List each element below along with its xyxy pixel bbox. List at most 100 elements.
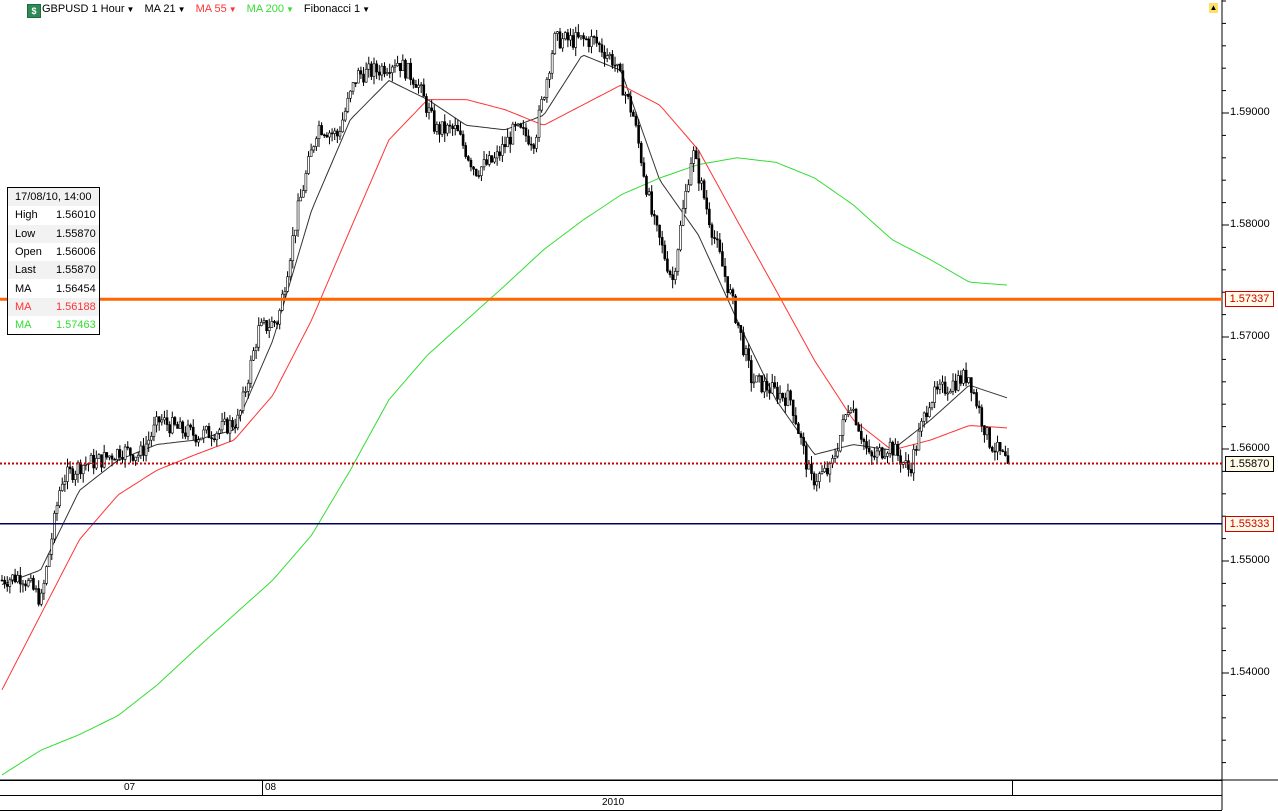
- candle: [584, 38, 588, 41]
- candle: [799, 433, 803, 438]
- candle: [207, 426, 211, 439]
- candle: [362, 73, 365, 83]
- candle: [144, 443, 148, 456]
- candle: [886, 452, 889, 457]
- level-price-label: 1.55333: [1225, 515, 1274, 532]
- candle: [34, 588, 38, 590]
- candle: [317, 125, 321, 139]
- candle: [527, 135, 530, 145]
- candle: [975, 392, 978, 407]
- candle: [459, 130, 462, 135]
- candle: [401, 59, 405, 72]
- candle: [679, 225, 682, 251]
- candle: [702, 180, 706, 199]
- candle: [419, 84, 423, 87]
- candle: [812, 473, 816, 486]
- candle: [828, 462, 832, 475]
- candle: [713, 237, 716, 239]
- arrow-up-icon[interactable]: ▲: [1209, 3, 1218, 13]
- candle: [322, 134, 326, 137]
- candle: [749, 360, 753, 384]
- candle: [273, 321, 276, 324]
- candle: [0, 579, 4, 582]
- candle: [19, 575, 22, 585]
- candle: [600, 44, 604, 53]
- candle: [315, 138, 318, 147]
- candle: [888, 441, 892, 454]
- candle: [21, 583, 25, 586]
- info-label: MA: [15, 282, 32, 295]
- candle: [849, 409, 853, 413]
- candle: [388, 72, 392, 74]
- candle: [928, 407, 931, 417]
- candle: [391, 66, 394, 74]
- candle: [673, 271, 677, 280]
- candle: [157, 416, 161, 423]
- candle: [228, 420, 232, 434]
- candle: [89, 454, 93, 464]
- candle: [372, 63, 376, 77]
- info-value: 1.57463: [56, 319, 96, 332]
- candle: [425, 96, 428, 113]
- candle: [689, 163, 693, 186]
- candle: [563, 32, 567, 40]
- candle: [802, 437, 805, 447]
- info-label: High: [15, 209, 38, 222]
- candle: [281, 293, 284, 311]
- candle: [757, 375, 761, 377]
- candle: [804, 445, 808, 470]
- level-price-label: 1.57337: [1225, 291, 1274, 308]
- level-price-label: 1.55870: [1225, 455, 1274, 472]
- symbol-menu[interactable]: GBPUSD 1 Hour ▼: [42, 3, 134, 15]
- candle: [453, 125, 457, 129]
- candle: [980, 407, 984, 426]
- candle: [136, 454, 140, 458]
- candle: [655, 215, 659, 226]
- candle: [375, 63, 378, 73]
- candle: [398, 63, 402, 72]
- candle: [917, 430, 921, 451]
- candle: [854, 408, 858, 426]
- candle: [815, 481, 819, 486]
- candle: [687, 184, 690, 192]
- candle: [102, 452, 106, 468]
- candle: [333, 130, 337, 134]
- candle: [370, 63, 373, 77]
- candle: [490, 155, 494, 163]
- candle: [113, 458, 116, 461]
- candle: [752, 381, 756, 384]
- ma21-menu[interactable]: MA 21 ▼: [144, 3, 185, 15]
- candle: [134, 456, 137, 461]
- candle: [191, 426, 195, 436]
- ma200-menu[interactable]: MA 200 ▼: [247, 3, 294, 15]
- ma55-menu[interactable]: MA 55 ▼: [196, 3, 237, 15]
- candle: [1001, 450, 1005, 452]
- candle: [275, 322, 279, 325]
- candle: [561, 38, 564, 49]
- candle: [810, 463, 813, 474]
- candle: [396, 63, 399, 67]
- candle: [542, 97, 546, 100]
- candle: [359, 70, 363, 75]
- candle: [545, 79, 549, 98]
- candle: [404, 59, 407, 79]
- fibonacci-label: Fibonacci 1: [303, 3, 361, 15]
- candle: [312, 146, 316, 151]
- candle: [506, 136, 509, 148]
- info-row-last: Last 1.55870: [8, 261, 99, 280]
- fibonacci-menu[interactable]: Fibonacci 1 ▼: [304, 3, 370, 15]
- candle: [97, 454, 101, 459]
- candle: [708, 208, 711, 226]
- candle: [514, 123, 517, 126]
- year-label: 2010: [602, 797, 625, 808]
- candle: [920, 420, 923, 432]
- candle: [977, 405, 981, 408]
- info-label: Open: [15, 246, 42, 259]
- candle: [364, 68, 368, 83]
- candle: [440, 121, 444, 135]
- candle: [110, 455, 114, 460]
- candle: [194, 435, 198, 443]
- candle: [66, 466, 69, 482]
- candle: [956, 375, 960, 391]
